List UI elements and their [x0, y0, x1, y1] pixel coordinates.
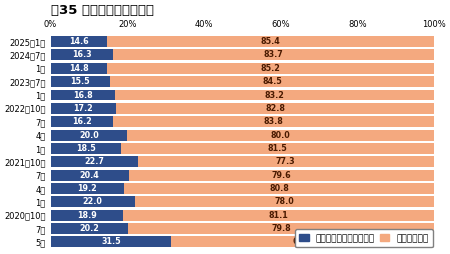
Bar — [124, 183, 434, 194]
Text: 18.9: 18.9 — [77, 211, 97, 220]
Text: 図35 テレワークの実施率: 図35 テレワークの実施率 — [50, 4, 153, 17]
Text: 79.6: 79.6 — [271, 171, 291, 180]
Text: 20.0: 20.0 — [79, 131, 99, 139]
Text: 68.5: 68.5 — [293, 237, 312, 246]
Text: 18.5: 18.5 — [76, 144, 96, 153]
Bar — [50, 196, 135, 207]
Text: 78.0: 78.0 — [274, 197, 294, 206]
Text: 83.7: 83.7 — [264, 51, 284, 59]
Text: 84.5: 84.5 — [262, 77, 282, 86]
Bar — [50, 116, 112, 127]
Text: 80.8: 80.8 — [269, 184, 289, 193]
Text: 82.8: 82.8 — [265, 104, 285, 113]
Bar — [129, 170, 434, 181]
Bar — [50, 210, 123, 221]
Bar — [117, 103, 434, 114]
Bar — [50, 103, 117, 114]
Text: 20.2: 20.2 — [79, 224, 99, 233]
Text: 83.2: 83.2 — [265, 90, 284, 100]
Bar — [50, 156, 138, 167]
Text: 22.0: 22.0 — [83, 197, 103, 206]
Bar — [138, 156, 434, 167]
Bar — [50, 90, 115, 101]
Bar — [122, 143, 434, 154]
Text: 16.2: 16.2 — [72, 117, 91, 126]
Bar — [50, 183, 124, 194]
Bar — [112, 116, 434, 127]
Text: 22.7: 22.7 — [84, 157, 104, 166]
Text: 79.8: 79.8 — [271, 224, 291, 233]
Bar — [135, 196, 434, 207]
Text: 81.5: 81.5 — [268, 144, 288, 153]
Text: 17.2: 17.2 — [74, 104, 94, 113]
Text: 77.3: 77.3 — [276, 157, 296, 166]
Bar — [50, 63, 107, 74]
Legend: テレワークを行っている, 行っていない: テレワークを行っている, 行っていない — [295, 229, 433, 247]
Bar — [113, 50, 434, 60]
Bar — [171, 236, 434, 247]
Bar — [127, 130, 434, 140]
Bar — [115, 90, 434, 101]
Bar — [110, 76, 434, 87]
Bar — [50, 170, 129, 181]
Text: 85.4: 85.4 — [261, 37, 280, 46]
Text: 31.5: 31.5 — [101, 237, 121, 246]
Text: 16.8: 16.8 — [73, 90, 93, 100]
Bar — [123, 210, 434, 221]
Text: 19.2: 19.2 — [77, 184, 97, 193]
Bar — [50, 143, 122, 154]
Text: 83.8: 83.8 — [263, 117, 283, 126]
Bar — [50, 76, 110, 87]
Text: 85.2: 85.2 — [261, 64, 280, 73]
Text: 15.5: 15.5 — [71, 77, 90, 86]
Bar — [107, 36, 434, 47]
Text: 14.6: 14.6 — [69, 37, 88, 46]
Text: 14.8: 14.8 — [69, 64, 89, 73]
Bar — [50, 50, 113, 60]
Bar — [50, 236, 171, 247]
Text: 80.0: 80.0 — [271, 131, 290, 139]
Text: 81.1: 81.1 — [269, 211, 288, 220]
Bar — [128, 223, 434, 234]
Bar — [107, 63, 434, 74]
Text: 20.4: 20.4 — [80, 171, 99, 180]
Bar — [50, 223, 128, 234]
Bar — [50, 130, 127, 140]
Bar — [50, 36, 107, 47]
Text: 16.3: 16.3 — [72, 51, 92, 59]
